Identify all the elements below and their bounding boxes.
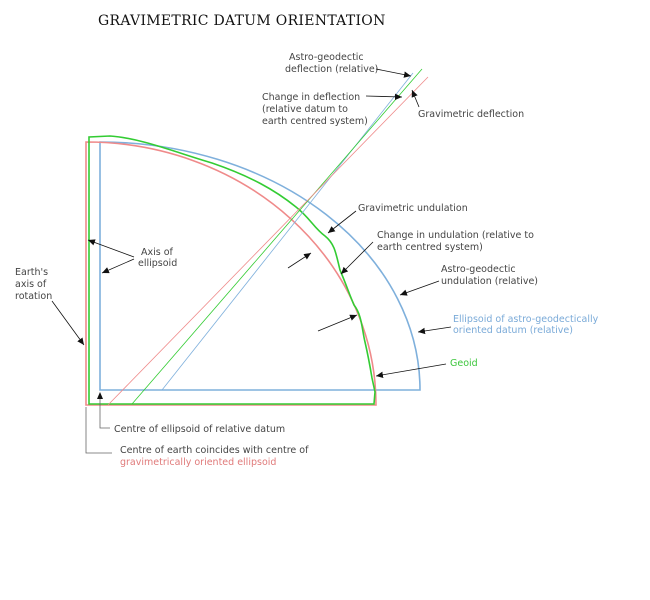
- leader-ellipsoid-astro-geodetic: [417, 326, 452, 335]
- label-earths-axis: Earth's axis of rotation: [15, 267, 52, 302]
- astro-geodetic-normal-ray: [161, 72, 414, 391]
- leader-gravimetric-undulation: [327, 210, 357, 234]
- leader-gravimetric-deflection: [411, 89, 420, 108]
- gravimetric-normal-ray: [107, 76, 429, 406]
- arrow-gravimetric-undulation-gap: [287, 252, 312, 269]
- leader-astro-geodetic-undulation: [399, 280, 440, 296]
- arrowhead-centre-relative: [97, 392, 103, 399]
- label-axis-of-ellipsoid: Axis of ellipsoid: [138, 247, 177, 269]
- label-centre-earth: Centre of earth coincides with centre of: [120, 445, 309, 456]
- label-astro-geodetic-deflection: Astro-geodectic deflection (relative): [285, 52, 378, 75]
- leader-astro-geodetic-deflection: [375, 68, 412, 78]
- leader-centre-relative: [99, 396, 110, 429]
- gravimetric-ellipsoid-quadrant: [85, 141, 377, 406]
- label-astro-geodetic-undulation: Astro-geodectic undulation (relative): [441, 264, 538, 287]
- leader-earths-axis: [51, 300, 85, 346]
- leader-change-in-deflection: [365, 93, 403, 101]
- diagram-title: GRAVIMETRIC DATUM ORIENTATION: [98, 13, 386, 29]
- leader-centre-earth: [85, 407, 112, 454]
- label-geoid: Geoid: [450, 358, 478, 369]
- label-ellipsoid-astro-geodetic: Ellipsoid of astro-geodectically oriente…: [453, 314, 601, 336]
- label-gravimetric-deflection: Gravimetric deflection: [418, 109, 524, 120]
- leader-axis-of-ellipsoid-green: [87, 239, 135, 258]
- geoid-outline: [88, 135, 376, 405]
- geoid-normal-ray: [131, 68, 423, 405]
- leader-axis-of-ellipsoid-blue: [101, 258, 135, 274]
- arrow-astro-geodetic-undulation-gap: [317, 314, 358, 332]
- label-change-in-undulation: Change in undulation (relative to earth …: [377, 230, 537, 253]
- leader-geoid: [375, 363, 447, 378]
- label-gravimetric-undulation: Gravimetric undulation: [358, 203, 468, 214]
- label-centre-relative: Centre of ellipsoid of relative datum: [114, 424, 285, 435]
- label-centre-earth-highlight: gravimetrically oriented ellipsoid: [120, 457, 276, 468]
- astro-geodetic-ellipsoid-quadrant: [99, 141, 421, 391]
- label-change-in-deflection: Change in deflection (relative datum to …: [262, 92, 368, 127]
- leader-change-in-undulation: [340, 241, 374, 275]
